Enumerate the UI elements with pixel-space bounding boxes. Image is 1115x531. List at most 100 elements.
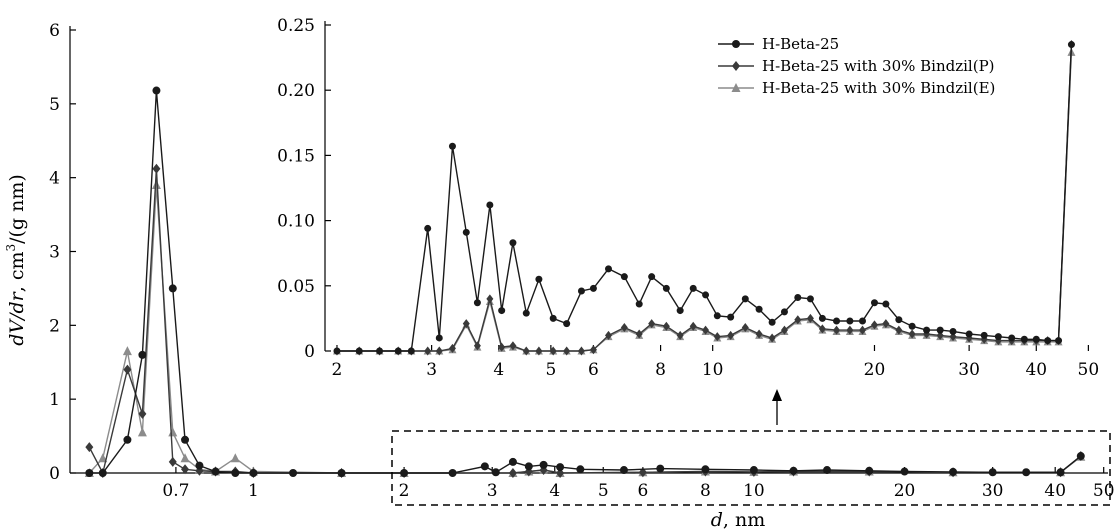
- main-data-point: [168, 456, 177, 467]
- main-data-point: [480, 462, 489, 471]
- main-x-tick-label: 8: [700, 481, 711, 501]
- main-data-point: [789, 466, 798, 475]
- inset-data-point: [333, 347, 341, 355]
- inset-data-point: [535, 275, 543, 283]
- main-x-tick-label: 6: [637, 481, 648, 501]
- main-data-point: [656, 464, 665, 473]
- legend-label: H-Beta-25 with 30% Bindzil(E): [762, 79, 995, 97]
- inset-data-point: [435, 346, 443, 356]
- inset-data-point: [589, 284, 597, 292]
- inset-data-point: [589, 345, 597, 355]
- inset-data-point: [895, 325, 903, 335]
- main-x-tick-label: 4: [549, 481, 560, 501]
- x-axis-title: d, nm: [711, 509, 766, 531]
- inset-data-point: [648, 273, 656, 281]
- inset-data-point: [522, 346, 530, 356]
- inset-data-point: [1032, 335, 1040, 343]
- inset-x-tick-label: 6: [588, 360, 599, 380]
- inset-data-point: [424, 224, 432, 232]
- inset-data-point: [509, 341, 517, 351]
- inset-data-point: [635, 329, 643, 339]
- inset-data-point: [535, 346, 543, 356]
- main-data-point: [749, 466, 758, 475]
- main-series-line: [88, 185, 1082, 474]
- inset-data-point: [949, 327, 957, 335]
- inset-data-point: [768, 318, 776, 326]
- main-data-point: [152, 163, 161, 174]
- inset-y-tick-label: 0.05: [277, 277, 315, 297]
- main-data-point: [701, 465, 710, 474]
- main-data-point: [823, 466, 832, 475]
- inset-legend: H-Beta-25 H-Beta-25 with 30% Bindzil(P) H-…: [718, 35, 995, 97]
- inset-data-point: [563, 346, 571, 356]
- inset-data-point: [1055, 337, 1063, 345]
- inset-data-point: [676, 307, 684, 315]
- main-data-point: [900, 467, 909, 476]
- legend-label: H-Beta-25 with 30% Bindzil(P): [762, 57, 995, 75]
- inset-data-point: [908, 322, 916, 330]
- main-data-point: [85, 469, 94, 477]
- main-data-point: [508, 468, 517, 478]
- main-data-point: [400, 469, 409, 477]
- inset-data-point: [994, 333, 1002, 341]
- inset-data-point: [1008, 334, 1016, 342]
- inset-data-point: [882, 300, 890, 308]
- main-y-tick-label: 3: [49, 243, 60, 263]
- main-data-point: [231, 469, 240, 477]
- inset-data-point: [794, 315, 802, 325]
- inset-data-point: [577, 287, 585, 295]
- main-data-point: [168, 427, 178, 437]
- inset-data-point: [604, 265, 612, 273]
- inset-data-point: [755, 305, 763, 313]
- inset-data-point: [965, 330, 973, 338]
- inset-data-point: [435, 334, 443, 342]
- main-series-3: [84, 180, 1086, 477]
- inset-data-point: [870, 320, 878, 330]
- main-data-point: [138, 408, 147, 419]
- inset-data-point: [846, 317, 854, 325]
- main-x-tick-label: 40: [1044, 481, 1066, 501]
- inset-data-point: [549, 314, 557, 322]
- main-y-tick-label: 0: [49, 464, 60, 484]
- main-data-point: [619, 466, 628, 475]
- inset-y-tick-label: 0.25: [277, 16, 315, 36]
- main-data-point: [152, 86, 161, 95]
- inset-data-point: [768, 333, 776, 343]
- inset-data-point: [486, 201, 494, 209]
- main-data-point: [123, 435, 132, 444]
- main-x-tick-label: 20: [894, 481, 916, 501]
- main-y-tick-label: 1: [49, 390, 60, 410]
- inset-data-point: [1020, 335, 1028, 343]
- inset-data-point: [620, 323, 628, 333]
- main-data-point: [508, 457, 517, 466]
- main-data-point: [137, 427, 147, 437]
- inset-data-point: [702, 291, 710, 299]
- main-data-point: [180, 453, 190, 463]
- main-data-point: [865, 466, 874, 475]
- inset-data-point: [689, 284, 697, 292]
- inset-data-point: [355, 347, 363, 355]
- main-data-point: [556, 463, 565, 472]
- inset-data-point: [462, 319, 470, 329]
- main-series-1: [85, 86, 1085, 477]
- main-y-tick-label: 4: [49, 169, 60, 189]
- main-data-point: [949, 467, 958, 476]
- inset-data-point: [713, 312, 721, 320]
- inset-data-point: [498, 342, 506, 352]
- main-data-point: [448, 469, 457, 477]
- main-x-tick-label: 5: [598, 481, 609, 501]
- main-y-tick-label: 2: [49, 316, 60, 336]
- inset-data-point: [473, 299, 481, 307]
- y-axis-title: dV/dr, cm3/(g nm): [4, 174, 28, 346]
- inset-x-tick-label: 10: [702, 360, 724, 380]
- inset-data-point: [727, 330, 735, 340]
- main-data-point: [123, 364, 132, 375]
- main-data-point: [1076, 452, 1085, 461]
- inset-data-point: [818, 314, 826, 322]
- inset-y-tick-label: 0.20: [277, 81, 315, 101]
- main-data-point: [85, 442, 94, 453]
- legend-label: H-Beta-25: [762, 35, 839, 53]
- inset-data-point: [424, 346, 432, 356]
- inset-data-point: [882, 319, 890, 329]
